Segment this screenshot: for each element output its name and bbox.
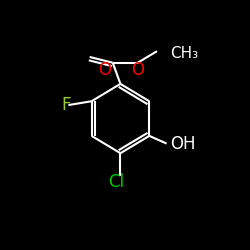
Text: OH: OH: [170, 134, 196, 152]
Text: O: O: [98, 62, 112, 80]
Text: Cl: Cl: [108, 173, 125, 191]
Text: CH₃: CH₃: [170, 46, 198, 60]
Text: O: O: [131, 62, 144, 80]
Text: F: F: [62, 96, 71, 114]
